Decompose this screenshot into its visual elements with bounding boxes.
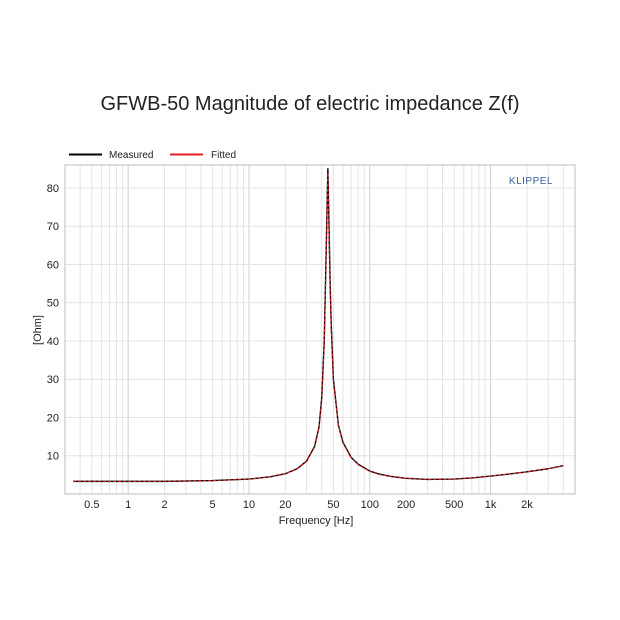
x-tick-label: 1k — [485, 499, 497, 511]
x-tick-label: 0.5 — [84, 499, 99, 511]
series-line-fitted — [73, 172, 564, 482]
x-tick-label: 1 — [125, 499, 131, 511]
legend-measured-label: Measured — [109, 150, 153, 161]
grid-lines — [64, 165, 576, 494]
x-tick-label: 100 — [361, 499, 379, 511]
y-axis-ticks: 10 20 30 40 50 60 70 80 — [47, 183, 59, 463]
x-tick-label: 50 — [327, 499, 339, 511]
y-axis-label: [Ohm] — [32, 315, 44, 345]
y-tick-label: 30 — [47, 374, 59, 386]
plot-frame — [64, 164, 576, 495]
x-tick-label: 200 — [397, 499, 415, 511]
y-tick-label: 70 — [47, 221, 59, 233]
x-tick-label: 2k — [521, 499, 533, 511]
y-tick-label: 20 — [47, 412, 59, 424]
legend: Measured Fitted — [69, 150, 236, 161]
y-tick-label: 60 — [47, 259, 59, 271]
chart-title: GFWB-50 Magnitude of electric impedance … — [100, 93, 520, 115]
y-tick-label: 40 — [47, 336, 59, 348]
series-line-measured — [73, 168, 564, 483]
series-lines — [73, 168, 564, 483]
x-axis-label: Frequency [Hz] — [279, 515, 354, 527]
x-tick-label: 500 — [445, 499, 463, 511]
x-axis-ticks: 0.5 1 2 5 10 20 50 100 200 500 1k 2k — [84, 499, 533, 511]
y-tick-label: 80 — [47, 183, 59, 195]
x-tick-label: 5 — [210, 499, 216, 511]
x-tick-label: 10 — [243, 499, 255, 511]
y-tick-label: 50 — [47, 298, 59, 310]
x-tick-label: 2 — [161, 499, 167, 511]
y-tick-label: 10 — [47, 451, 59, 463]
brand-label: KLIPPEL — [509, 176, 553, 187]
legend-fitted-label: Fitted — [211, 150, 236, 161]
x-tick-label: 20 — [279, 499, 291, 511]
